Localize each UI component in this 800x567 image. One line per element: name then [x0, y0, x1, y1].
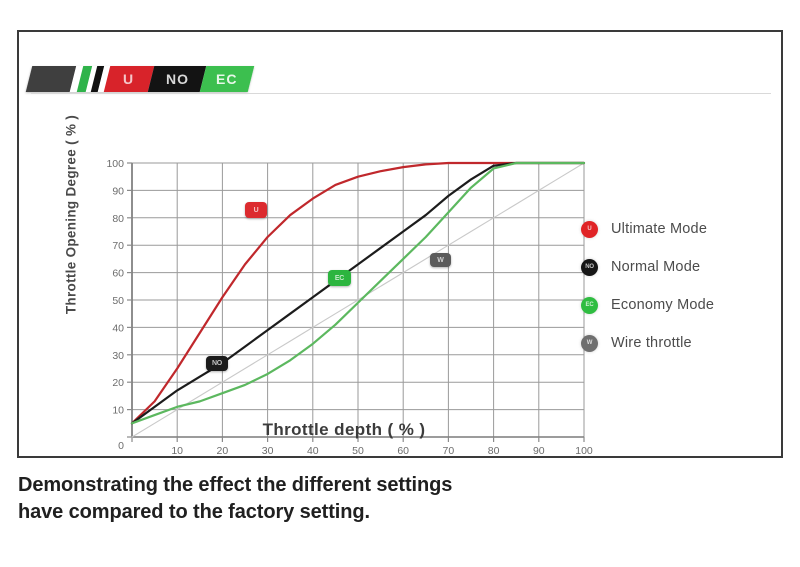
- y-tick-label: 60: [112, 268, 124, 280]
- legend-label: Economy Mode: [611, 297, 715, 313]
- x-tick-label: 70: [443, 445, 455, 457]
- y-tick-label: 0: [118, 440, 124, 452]
- x-tick-label: 20: [217, 445, 229, 457]
- y-tick-label: 40: [112, 322, 124, 334]
- series-line-wire-throttle: [131, 162, 585, 438]
- x-tick-label: 90: [533, 445, 545, 457]
- legend-item: NO Normal Mode: [581, 248, 781, 286]
- legend-label: Wire throttle: [611, 335, 692, 351]
- wire-throttle-badge: W: [430, 253, 451, 267]
- ultimate-mode-badge: U: [245, 202, 267, 218]
- y-tick-label: 90: [112, 185, 124, 197]
- x-tick-label: 30: [262, 445, 274, 457]
- y-axis-title: Throttle Opening Degree ( % ): [63, 114, 79, 315]
- caption-line-2: have compared to the factory setting.: [18, 501, 370, 523]
- y-tick-label: 50: [112, 295, 124, 307]
- x-tick-label: 10: [171, 445, 183, 457]
- chart-svg: 0 10 20 30 40 50 60 70 80 90 100 10 20 30 40 50 60 70 80 90…: [106, 158, 593, 457]
- chart-card: U NO EC 0 10 20 30 40 50 60 70 80 90 100 10 20 30 40 50…: [17, 30, 783, 458]
- banner-underline: [31, 93, 771, 94]
- y-tick-label: 10: [112, 405, 124, 417]
- legend-label: Normal Mode: [611, 259, 701, 275]
- legend-swatch-icon: NO: [581, 258, 598, 276]
- figure-caption: Demonstrating the effect the different s…: [18, 472, 638, 526]
- legend-swatch-icon: EC: [581, 296, 598, 314]
- y-tick-label: 20: [112, 377, 124, 389]
- y-tick-label: 70: [112, 240, 124, 252]
- x-tick-label: 60: [397, 445, 409, 457]
- legend-label: Ultimate Mode: [611, 221, 708, 237]
- legend-item: U Ultimate Mode: [581, 210, 781, 248]
- x-tick-label: 50: [352, 445, 364, 457]
- y-tick-label: 30: [112, 350, 124, 362]
- chart-legend: U Ultimate Mode NO Normal Mode EC Economy Mod…: [581, 210, 781, 362]
- normal-mode-badge: NO: [206, 356, 228, 371]
- caption-line-1: Demonstrating the effect the different s…: [18, 474, 453, 496]
- x-tick-label: 80: [488, 445, 500, 457]
- y-tick-label: 100: [106, 158, 124, 170]
- chart-area: 0 10 20 30 40 50 60 70 80 90 100 10 20 30 40 50 60 70 80 90…: [19, 32, 785, 460]
- y-tick-label: 80: [112, 213, 124, 225]
- economy-mode-badge: EC: [328, 270, 351, 286]
- x-axis-title: Throttle depth ( % ): [262, 420, 426, 439]
- legend-item: W Wire throttle: [581, 324, 781, 362]
- x-tick-label: 100: [575, 445, 593, 457]
- x-tick-label: 40: [307, 445, 319, 457]
- legend-swatch-icon: W: [581, 334, 598, 352]
- series-line-economy-mode: [130, 161, 586, 425]
- legend-item: EC Economy Mode: [581, 286, 781, 324]
- legend-swatch-icon: U: [581, 220, 598, 238]
